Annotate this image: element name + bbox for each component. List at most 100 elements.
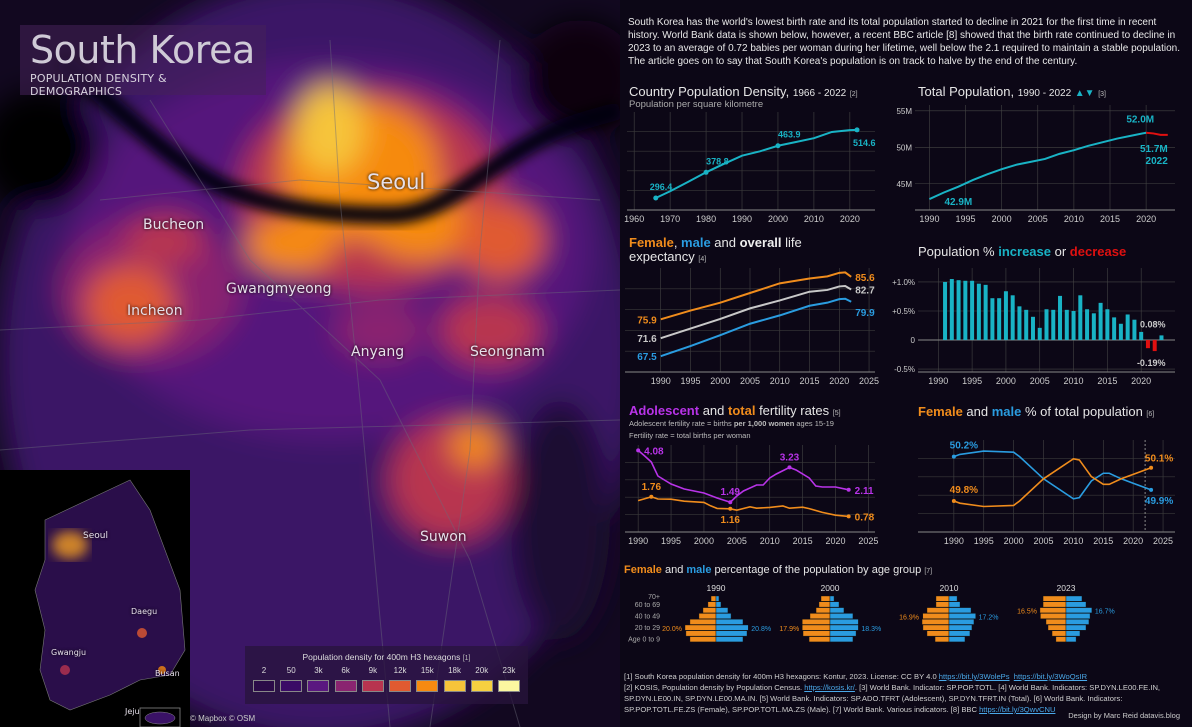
jeju-box bbox=[139, 707, 181, 727]
bar-male-30 to 39 bbox=[948, 619, 975, 625]
legend-label: 9k bbox=[368, 666, 378, 675]
label-end: 82.7 bbox=[855, 286, 875, 297]
legend-item-6k: 6k bbox=[334, 666, 357, 692]
chart-sex: 1990 1995 2000 2005 2010 2015 2020 2025 50.2% 49.… bbox=[918, 440, 1175, 546]
bar-male-10 to 19 bbox=[715, 630, 748, 637]
bar-male-50 to 59 bbox=[1065, 607, 1093, 614]
life-chart-title: Female, male and overall life expectancy… bbox=[629, 236, 829, 267]
bar-2013 bbox=[1091, 313, 1096, 341]
ref: [2] bbox=[849, 91, 858, 98]
bar-1997 bbox=[983, 284, 988, 341]
legend-label: 23k bbox=[502, 666, 516, 675]
density-chart-subtitle: Population per square kilometre bbox=[629, 99, 764, 110]
ref: [7] bbox=[924, 568, 933, 575]
t-increase: increase bbox=[998, 244, 1051, 259]
up-down-arrows-icon: ▲▼ bbox=[1074, 88, 1095, 99]
label-start: 42.9M bbox=[944, 197, 972, 208]
bar-male-20 to 29 bbox=[715, 624, 749, 631]
legend-item-23k: 23k bbox=[497, 666, 520, 692]
t-male: male bbox=[686, 564, 712, 576]
data-point bbox=[951, 454, 956, 459]
data-point bbox=[649, 494, 654, 499]
bar-2020 bbox=[1139, 331, 1144, 341]
bar-male-50 to 59 bbox=[829, 607, 845, 614]
inset-label-gwangju: Gwangju bbox=[51, 648, 87, 657]
data-label: 463.9 bbox=[778, 130, 801, 140]
bar-male-Age 0 to 9 bbox=[1065, 636, 1077, 643]
bar-female-50 to 59 bbox=[815, 607, 831, 614]
bar-female-50 to 59 bbox=[702, 607, 717, 614]
label-start: 50.2% bbox=[950, 441, 978, 452]
t: and bbox=[699, 403, 728, 418]
population-chart-title: Total Population, 1990 - 2022 ▲▼ [3] bbox=[918, 84, 1106, 99]
bar-female-40 to 49 bbox=[698, 613, 717, 619]
intro-paragraph: South Korea has the world's lowest birth… bbox=[628, 17, 1181, 67]
x-tick-label: 2020 bbox=[1136, 214, 1156, 224]
legend-label: 18k bbox=[448, 666, 461, 675]
link-kosis[interactable]: https://kosis.kr/ bbox=[804, 683, 855, 692]
x-tick-label: 2005 bbox=[1028, 214, 1048, 224]
map-attribution[interactable]: © Mapbox © OSM bbox=[190, 714, 256, 723]
bar-female-30 to 39 bbox=[802, 619, 831, 625]
link-bbc[interactable]: https://bit.ly/3QwvCNU bbox=[979, 705, 1056, 714]
legend-item-12k: 12k bbox=[389, 666, 412, 692]
bar-2000 bbox=[1003, 291, 1008, 341]
inset-map-south-korea[interactable] bbox=[0, 470, 190, 727]
label-female: 16.5% bbox=[1017, 609, 1037, 616]
label-end: 51.7M bbox=[1140, 144, 1168, 155]
x-tick-label: 2020 bbox=[1123, 536, 1143, 546]
chart-population: 1990 1995 2000 2005 2010 2015 2020 45M 50M 55M 42.… bbox=[896, 105, 1175, 224]
bar-male-70+ bbox=[715, 595, 720, 602]
bar-1995 bbox=[970, 280, 975, 341]
x-tick-label: 1995 bbox=[680, 376, 700, 386]
bar-2021 bbox=[1145, 340, 1150, 349]
x-tick-label: 1990 bbox=[628, 536, 648, 546]
legend-item-15k: 15k bbox=[416, 666, 439, 692]
bar-female-30 to 39 bbox=[1045, 619, 1067, 625]
note: per 1,000 women bbox=[733, 419, 795, 428]
bar-male-20 to 29 bbox=[948, 624, 973, 631]
density-line bbox=[655, 128, 858, 199]
t-male: male bbox=[681, 235, 711, 250]
x-tick-label: 2020 bbox=[829, 376, 849, 386]
data-point bbox=[846, 487, 851, 492]
inset-label-daegu: Daegu bbox=[131, 607, 158, 616]
bar-2014 bbox=[1098, 302, 1103, 341]
bar-female-10 to 19 bbox=[802, 630, 831, 637]
x-tick-label: 1995 bbox=[661, 536, 681, 546]
bar-male-70+ bbox=[948, 595, 958, 602]
data-point bbox=[1149, 487, 1154, 492]
link-kontur-1[interactable]: https://bit.ly/3WolePs bbox=[938, 672, 1010, 681]
bar-2006 bbox=[1044, 309, 1049, 341]
legend-swatch bbox=[334, 680, 357, 692]
bar-2008 bbox=[1058, 295, 1063, 341]
x-tick-label: 2015 bbox=[800, 376, 820, 386]
legend-item-9k: 9k bbox=[361, 666, 384, 692]
bar-male-70+ bbox=[1065, 595, 1083, 602]
legend-title: Population density for 400m H3 hexagons bbox=[302, 652, 461, 662]
legend-item-2: 2 bbox=[253, 666, 275, 692]
bar-2001 bbox=[1010, 295, 1015, 341]
title-years: 1966 - 2022 bbox=[792, 88, 847, 99]
x-tick-label: 2015 bbox=[1100, 214, 1120, 224]
bar-2017 bbox=[1118, 323, 1123, 341]
data-label: 1.76 bbox=[642, 482, 662, 493]
bar-1998 bbox=[990, 298, 995, 341]
data-label: 1.49 bbox=[721, 487, 741, 498]
bar-male-10 to 19 bbox=[829, 630, 857, 637]
x-tick-label: 1990 bbox=[944, 536, 964, 546]
data-point bbox=[854, 127, 860, 133]
y-tick-label: 55M bbox=[896, 107, 912, 116]
bar-female-70+ bbox=[820, 595, 831, 602]
bar-male-30 to 39 bbox=[715, 619, 744, 625]
link-kontur-2[interactable]: https://bit.ly/3WoQsIR bbox=[1013, 672, 1088, 681]
credit[interactable]: Design by Marc Reid datavis.blog bbox=[1068, 711, 1180, 720]
x-tick-label: 1995 bbox=[974, 536, 994, 546]
label-start: 75.9 bbox=[637, 315, 657, 326]
t-male: male bbox=[991, 404, 1022, 419]
x-tick-label: 2015 bbox=[1097, 376, 1117, 386]
bar-female-Age 0 to 9 bbox=[808, 636, 831, 643]
fertility-chart-title: Adolescent and total fertility rates [5]… bbox=[629, 403, 841, 442]
bar-1992 bbox=[949, 279, 954, 341]
label-female: 17.9% bbox=[779, 626, 799, 633]
